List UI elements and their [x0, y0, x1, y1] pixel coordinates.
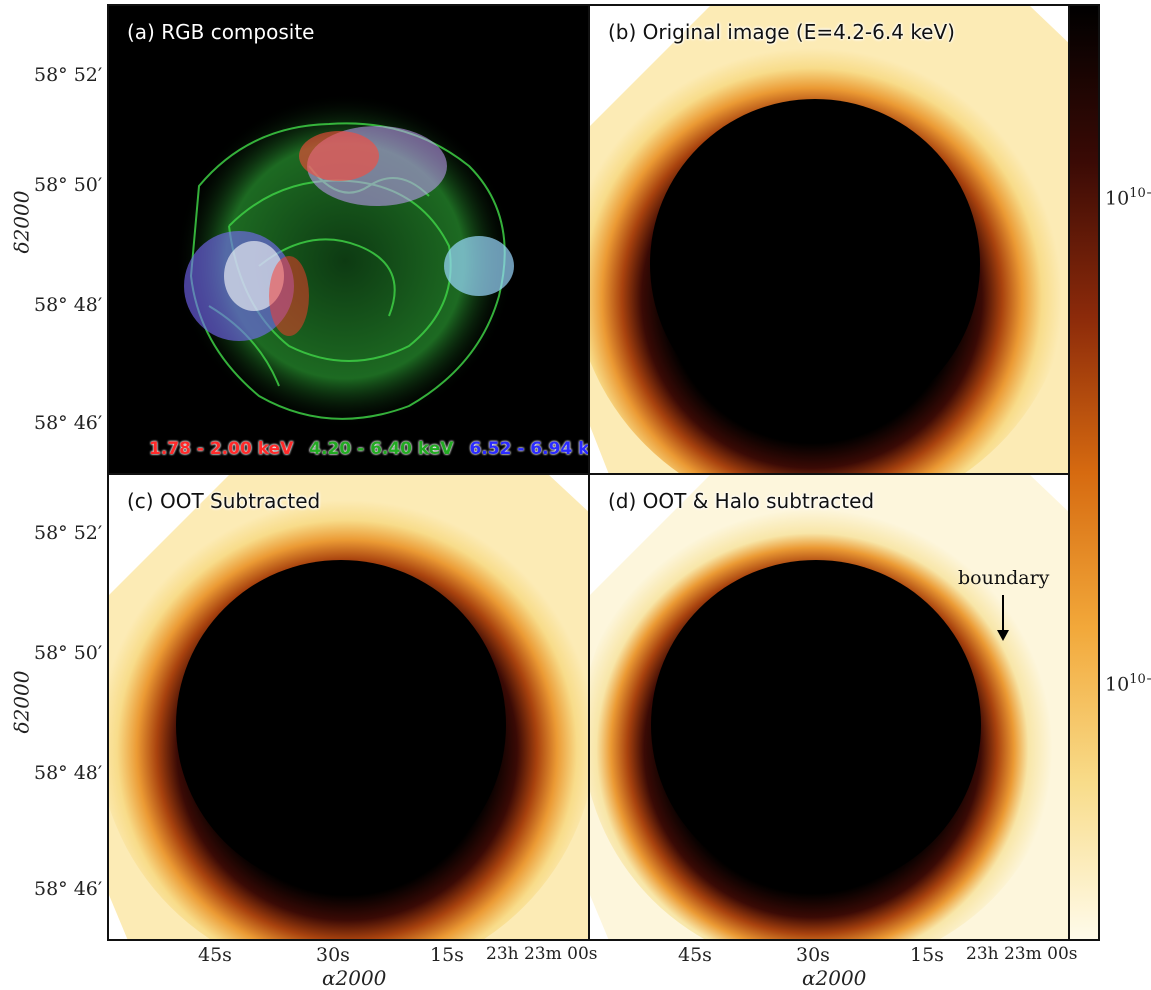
- red-knot-east: [269, 256, 309, 336]
- colorbar-label-1e-9-text: 10−9: [1129, 672, 1151, 687]
- panel-b-title: (b) Original image (E=4.2-6.4 keV): [608, 20, 955, 44]
- x-tick-right-4: 23h 23m 00s: [966, 944, 1078, 964]
- oot-subtracted-image: [109, 475, 588, 939]
- band-blue: 6.52 - 6.94 keV: [469, 439, 590, 459]
- oot-halo-subtracted-image: [590, 475, 1068, 939]
- colorbar: [1068, 4, 1100, 941]
- band-legend: 1.78 - 2.00 keV 4.20 - 6.40 keV 6.52 - 6…: [149, 439, 590, 459]
- y-tick-bottom-4: 58° 46′: [34, 878, 103, 900]
- x-axis-title-right: α2000: [802, 966, 867, 990]
- band-red: 1.78 - 2.00 keV: [149, 439, 294, 459]
- red-knot-north: [299, 131, 379, 181]
- panel-b-original-image: (b) Original image (E=4.2-6.4 keV): [588, 4, 1070, 475]
- colorbar-label-1e-8-text: 10−8: [1129, 186, 1151, 201]
- panel-a-rgb-composite: (a) RGB composite 1.78 - 2.00 keV 4.20 -…: [107, 4, 590, 475]
- x-tick-right-1: 45s: [678, 944, 712, 966]
- panel-d-oot-halo-subtracted: (d) OOT & Halo subtracted boundary: [588, 473, 1070, 941]
- y-tick-top-2: 58° 50′: [34, 174, 103, 196]
- y-tick-top-3: 58° 48′: [34, 294, 103, 316]
- remnant-core: [176, 560, 506, 890]
- y-tick-top-1: 58° 52′: [34, 64, 103, 86]
- remnant-core: [651, 560, 981, 890]
- remnant-core: [650, 99, 980, 429]
- y-axis-title-bottom: δ2000: [9, 670, 34, 734]
- y-axis-title-top: δ2000: [9, 190, 34, 254]
- x-tick-left-1: 45s: [198, 944, 232, 966]
- y-tick-bottom-1: 58° 52′: [34, 522, 103, 544]
- rgb-composite-image: [175, 93, 515, 429]
- original-image: [590, 6, 1068, 473]
- x-tick-left-2: 30s: [316, 944, 350, 966]
- x-tick-right-3: 15s: [910, 944, 944, 966]
- boundary-annotation: boundary: [958, 567, 1050, 589]
- y-tick-bottom-2: 58° 50′: [34, 642, 103, 664]
- colorbar-label-1e-9: 1010−9: [1105, 672, 1151, 695]
- panel-a-title: (a) RGB composite: [127, 20, 315, 44]
- y-tick-top-4: 58° 46′: [34, 412, 103, 434]
- y-tick-bottom-3: 58° 48′: [34, 762, 103, 784]
- x-tick-right-2: 30s: [796, 944, 830, 966]
- panel-c-title: (c) OOT Subtracted: [127, 489, 321, 513]
- x-tick-left-4: 23h 23m 00s: [486, 944, 598, 964]
- panel-d-title: (d) OOT & Halo subtracted: [608, 489, 875, 513]
- white-knot-east: [224, 241, 284, 311]
- panel-c-oot-subtracted: (c) OOT Subtracted: [107, 473, 590, 941]
- cyan-knot-west: [444, 236, 514, 296]
- x-axis-title-left: α2000: [322, 966, 387, 990]
- band-green: 4.20 - 6.40 keV: [309, 439, 454, 459]
- boundary-arrow-head: [997, 630, 1009, 641]
- x-tick-left-3: 15s: [430, 944, 464, 966]
- colorbar-label-1e-8: 1010−8: [1105, 186, 1151, 209]
